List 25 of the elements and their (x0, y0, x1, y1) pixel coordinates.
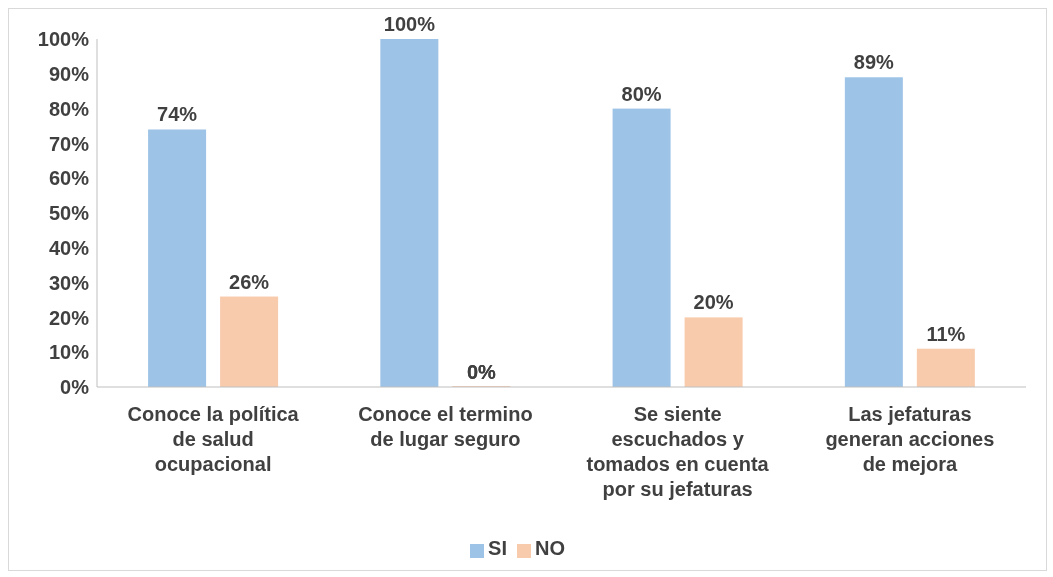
x-tick-label: Conoce el termino de lugar seguro (358, 403, 533, 450)
data-label: 89% (853, 51, 895, 74)
y-tick-label: 10% (48, 341, 90, 364)
x-tick-label: Se siente escuchados y tomados en cuenta por su jefaturas (586, 403, 770, 500)
data-label: 80% (621, 82, 662, 105)
y-tick-label: 90% (48, 62, 90, 85)
y-tick-label: 80% (48, 97, 90, 120)
data-label: 26% (229, 270, 270, 293)
legend-label: SI (488, 537, 507, 559)
y-tick-label: 50% (48, 202, 90, 225)
data-label: 100% (383, 13, 436, 35)
y-tick-label: 100% (37, 28, 90, 51)
x-tick-label: Las jefaturas generan acciones de mejora (825, 403, 995, 475)
y-tick-label: 0% (60, 376, 90, 399)
y-tick-label: 20% (48, 306, 90, 329)
y-tick-label: 40% (48, 236, 90, 259)
data-label: 74% (157, 103, 198, 126)
legend-label: NO (534, 537, 565, 559)
y-tick-label: 70% (48, 132, 90, 155)
data-label: 0% (466, 361, 497, 383)
y-tick-label: 30% (48, 271, 90, 294)
data-label: 11% (926, 322, 966, 345)
x-tick-label: Conoce la política de salud ocupacional (127, 403, 300, 475)
data-label: 20% (693, 291, 734, 314)
y-tick-label: 60% (48, 167, 90, 190)
